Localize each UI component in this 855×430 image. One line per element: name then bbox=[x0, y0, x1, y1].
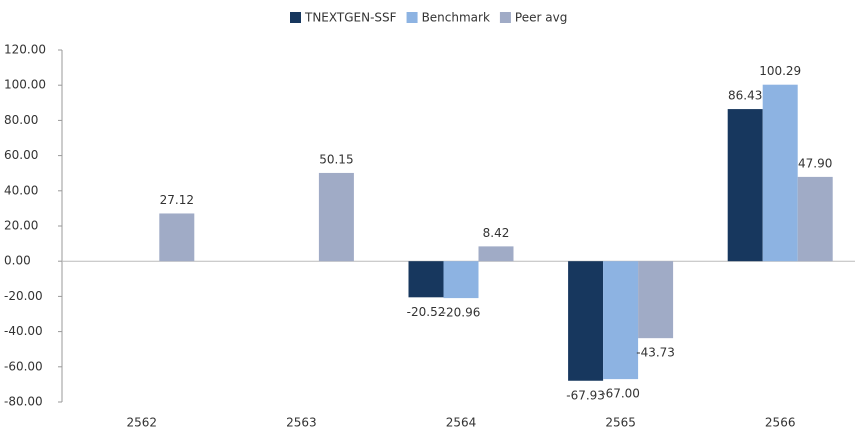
legend-swatch bbox=[499, 12, 511, 23]
data-label: 27.12 bbox=[160, 193, 194, 207]
data-label: -20.52 bbox=[407, 305, 446, 319]
bar bbox=[318, 172, 354, 262]
legend-label: TNEXTGEN-SSF bbox=[304, 11, 397, 25]
data-label: -20.96 bbox=[442, 306, 481, 320]
data-label: -67.93 bbox=[566, 388, 605, 402]
bar bbox=[797, 176, 833, 262]
data-label: 50.15 bbox=[319, 152, 353, 166]
y-tick-label: -60.00 bbox=[4, 359, 43, 373]
data-label: 8.42 bbox=[483, 226, 510, 240]
bar bbox=[478, 246, 514, 262]
data-label: -43.73 bbox=[636, 346, 675, 360]
y-tick-label: 0.00 bbox=[4, 254, 31, 268]
data-label: 86.43 bbox=[728, 89, 762, 103]
legend-label: Peer avg bbox=[515, 11, 567, 25]
y-tick-label: 100.00 bbox=[4, 78, 46, 92]
legend-swatch bbox=[406, 12, 418, 23]
y-tick-label: 80.00 bbox=[4, 113, 38, 127]
y-tick-label: -80.00 bbox=[4, 395, 43, 409]
y-tick-label: 40.00 bbox=[4, 183, 38, 197]
legend-swatch bbox=[290, 12, 301, 23]
x-tick-label: 2565 bbox=[605, 416, 636, 430]
x-tick-label: 2562 bbox=[127, 416, 158, 430]
data-label: 47.90 bbox=[798, 156, 832, 170]
data-label: 100.29 bbox=[759, 64, 801, 78]
y-tick-label: 120.00 bbox=[4, 43, 46, 57]
bar bbox=[638, 261, 674, 339]
x-tick-label: 2564 bbox=[446, 416, 477, 430]
data-label: -67.00 bbox=[601, 387, 640, 401]
x-tick-label: 2563 bbox=[286, 416, 317, 430]
legend-label: Benchmark bbox=[422, 11, 490, 25]
y-tick-label: 60.00 bbox=[4, 148, 38, 162]
y-tick-label: -40.00 bbox=[4, 324, 43, 338]
bar bbox=[568, 261, 604, 381]
bar bbox=[443, 261, 479, 299]
y-tick-label: 20.00 bbox=[4, 219, 38, 233]
y-tick-label: -20.00 bbox=[4, 289, 43, 303]
x-tick-label: 2566 bbox=[765, 416, 796, 430]
bar bbox=[727, 109, 763, 262]
bar bbox=[159, 213, 195, 262]
bar bbox=[408, 261, 444, 298]
bar bbox=[603, 261, 639, 380]
bar bbox=[762, 84, 798, 262]
